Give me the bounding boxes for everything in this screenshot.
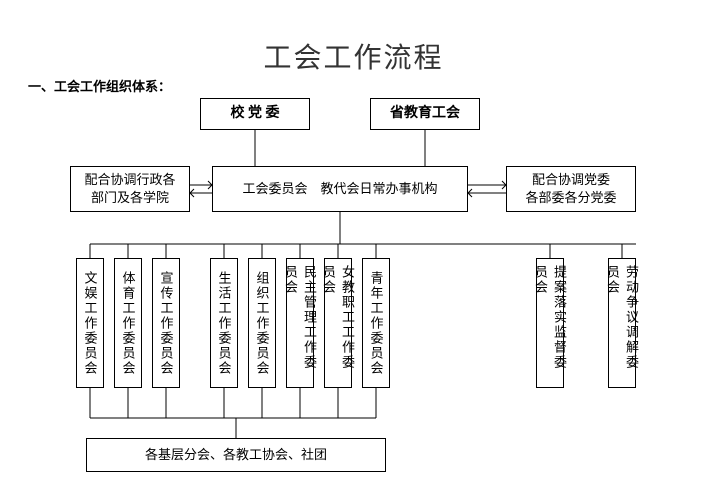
committee-box: 组织工作委员会: [248, 258, 276, 388]
node-coord-party: 配合协调党委各部委各分党委: [506, 166, 636, 212]
committee-box: 民主管理工作委员会: [286, 258, 314, 388]
committee-box: 青年工作委员会: [362, 258, 390, 388]
committee-box: 女教职工工作委员会: [324, 258, 352, 388]
committee-box: 宣传工作委员会: [152, 258, 180, 388]
committee-box: 文娱工作委员会: [76, 258, 104, 388]
page-title: 工会工作流程: [0, 36, 707, 76]
node-school-party: 校 党 委: [200, 98, 310, 130]
node-union-committee: 工会委员会 教代会日常办事机构: [212, 166, 468, 212]
section-subtitle: 一、工会工作组织体系：: [28, 76, 171, 95]
committee-box: 劳动争议调解委员会: [608, 258, 636, 388]
node-grassroots: 各基层分会、各教工协会、社团: [86, 438, 386, 472]
node-coord-admin: 配合协调行政各部门及各学院: [70, 166, 190, 212]
node-province-edu-union: 省教育工会: [370, 98, 480, 130]
committee-box: 体育工作委员会: [114, 258, 142, 388]
committee-box: 提案落实监督委员会: [536, 258, 564, 388]
committee-box: 生活工作委员会: [210, 258, 238, 388]
